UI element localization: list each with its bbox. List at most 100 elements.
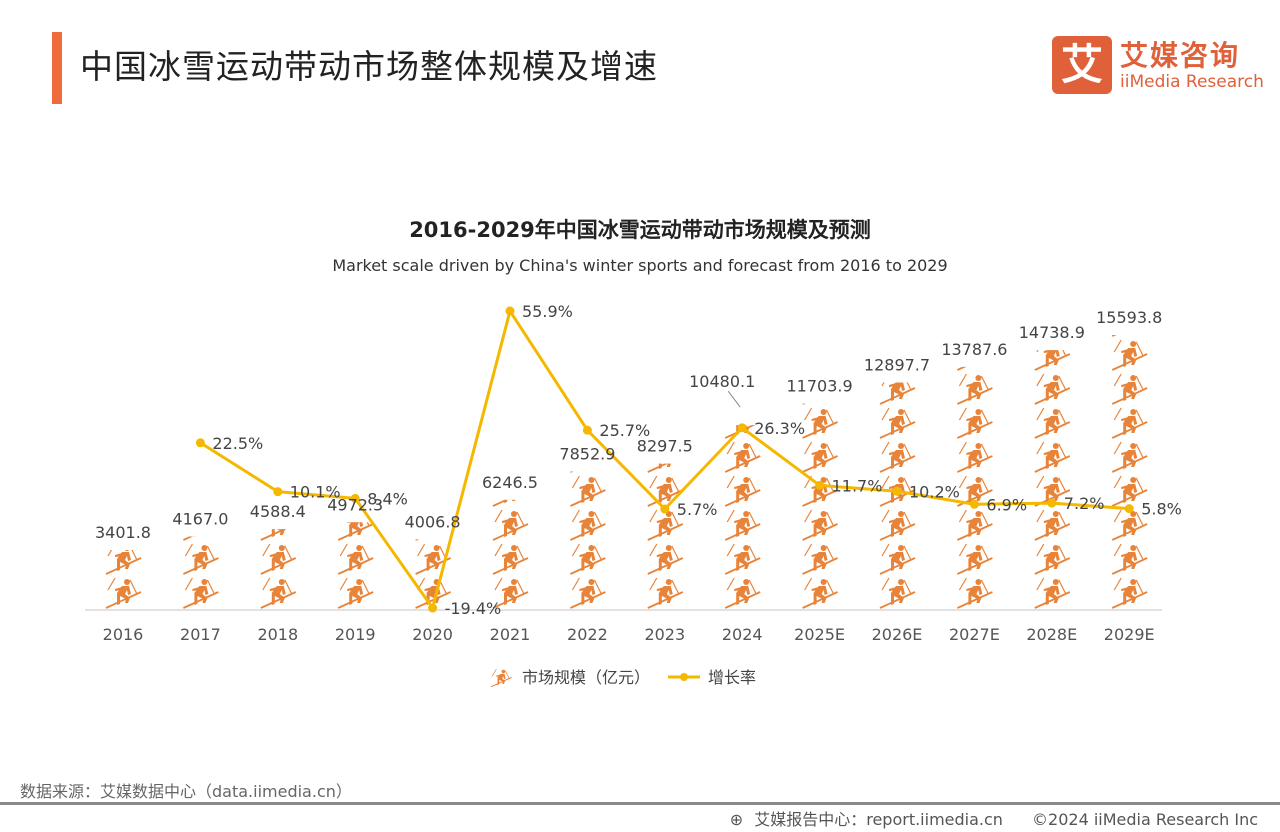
skier-icon xyxy=(724,577,762,609)
bar-value-label-2023: 8297.5 xyxy=(637,437,693,456)
footer: ⊕ 艾媒报告中心：report.iimedia.cn ©2024 iiMedia… xyxy=(724,806,1258,830)
legend-skier-icon xyxy=(490,668,513,688)
x-tick-2026E: 2026E xyxy=(872,625,923,644)
footer-divider xyxy=(0,802,1280,805)
skier-icon xyxy=(646,543,684,575)
growth-label-2019: 8.4% xyxy=(367,489,408,508)
growth-label-2025E: 11.7% xyxy=(832,476,883,495)
bar-2018 xyxy=(259,529,297,609)
bar-2021 xyxy=(492,499,529,609)
chart-subtitle: Market scale driven by China's winter sp… xyxy=(332,256,948,275)
growth-point-2017 xyxy=(195,438,205,448)
skier-icon xyxy=(1033,373,1071,405)
legend-label-growth: 增长率 xyxy=(708,668,756,687)
skier-icon xyxy=(1033,509,1071,541)
page-title: 中国冰雪运动带动市场整体规模及增速 xyxy=(80,47,658,86)
growth-point-2023 xyxy=(660,504,670,514)
skier-icon xyxy=(569,543,607,575)
legend: 市场规模（亿元） 增长率 xyxy=(490,668,756,688)
growth-point-2018 xyxy=(273,487,283,497)
growth-label-2022: 25.7% xyxy=(599,421,650,440)
skier-icon xyxy=(182,577,220,609)
skier-icon xyxy=(1111,407,1149,439)
skier-icon xyxy=(1111,441,1149,473)
x-tick-2021: 2021 xyxy=(490,625,531,644)
skier-icon xyxy=(724,509,762,541)
skier-icon xyxy=(1033,543,1071,575)
bar-value-label-2028E: 14738.9 xyxy=(1019,323,1085,342)
growth-label-2024: 26.3% xyxy=(754,419,805,438)
growth-point-2025E xyxy=(815,480,825,490)
x-tick-2027E: 2027E xyxy=(949,625,1000,644)
footer-report-link[interactable]: 艾媒报告中心：report.iimedia.cn xyxy=(754,810,1003,829)
skier-icon xyxy=(1033,407,1071,439)
bar-value-label-2029E: 15593.8 xyxy=(1096,308,1162,327)
skier-icon xyxy=(801,577,839,609)
bar-2029E xyxy=(1111,335,1149,609)
skier-icon xyxy=(1111,577,1149,609)
skier-icon xyxy=(1033,441,1071,473)
skier-icon xyxy=(1111,339,1149,371)
logo-name-en: iiMedia Research xyxy=(1120,72,1264,92)
skier-icon xyxy=(724,475,762,507)
growth-point-2027E xyxy=(969,499,979,509)
growth-point-2029E xyxy=(1124,504,1134,514)
skier-icon xyxy=(956,407,994,439)
skier-icon xyxy=(1033,577,1071,609)
growth-point-2020 xyxy=(428,603,438,613)
growth-point-2021 xyxy=(505,306,515,316)
growth-label-2027E: 6.9% xyxy=(986,495,1027,514)
skier-icon xyxy=(569,509,607,541)
legend-line-marker xyxy=(680,673,688,681)
leader-line xyxy=(727,390,741,408)
skier-icon xyxy=(879,577,916,609)
skier-icon xyxy=(724,441,762,473)
skier-icon xyxy=(569,475,607,507)
skier-icon xyxy=(956,373,994,405)
bar-value-label-2022: 7852.9 xyxy=(559,445,615,464)
x-tick-2029E: 2029E xyxy=(1104,625,1155,644)
skier-icon xyxy=(879,382,916,405)
bar-value-label-2027E: 13787.6 xyxy=(941,340,1007,359)
bar-value-label-2018: 4588.4 xyxy=(250,502,306,521)
growth-point-2028E xyxy=(1047,498,1057,508)
bar-2022 xyxy=(569,471,607,609)
growth-label-2021: 55.9% xyxy=(522,302,573,321)
bar-2028E xyxy=(1033,350,1071,609)
bar-value-label-2017: 4167.0 xyxy=(172,510,228,529)
skier-icon xyxy=(801,509,839,541)
growth-point-2019 xyxy=(350,493,360,503)
bar-value-label-2019: 4972.3 xyxy=(327,495,383,514)
skier-icon xyxy=(879,441,916,473)
legend-label-market-size: 市场规模（亿元） xyxy=(522,668,650,687)
source-note: 数据来源：艾媒数据中心（data.iimedia.cn） xyxy=(20,782,352,801)
iimedia-logo: 艾 艾媒咨询 iiMedia Research xyxy=(1052,36,1272,96)
bar-value-label-2024: 10480.1 xyxy=(689,372,755,391)
logo-name-cn: 艾媒咨询 xyxy=(1120,39,1241,72)
skier-icon xyxy=(182,543,220,575)
x-tick-2024: 2024 xyxy=(722,625,763,644)
bar-2027E xyxy=(956,366,994,609)
bar-value-label-2026E: 12897.7 xyxy=(864,356,930,375)
skier-icon xyxy=(337,577,375,609)
title-accent-bar xyxy=(52,32,62,104)
skier-icon xyxy=(492,509,529,541)
skier-icon xyxy=(801,407,839,439)
skier-icon xyxy=(105,577,142,609)
skier-icon xyxy=(801,441,839,473)
skier-icon xyxy=(724,543,762,575)
bar-value-label-2021: 6246.5 xyxy=(482,473,538,492)
growth-label-2018: 10.1% xyxy=(290,483,341,502)
skier-icon xyxy=(569,577,607,609)
x-tick-2019: 2019 xyxy=(335,625,376,644)
skier-icon xyxy=(879,543,916,575)
skier-icon xyxy=(956,577,994,609)
globe-cursor-icon: ⊕ xyxy=(729,810,744,829)
logo-mark: 艾 xyxy=(1052,36,1112,94)
skier-icon xyxy=(879,509,916,541)
skier-icon xyxy=(337,543,375,575)
skier-icon xyxy=(956,441,994,473)
x-tick-2023: 2023 xyxy=(644,625,685,644)
skier-icon xyxy=(259,543,297,575)
